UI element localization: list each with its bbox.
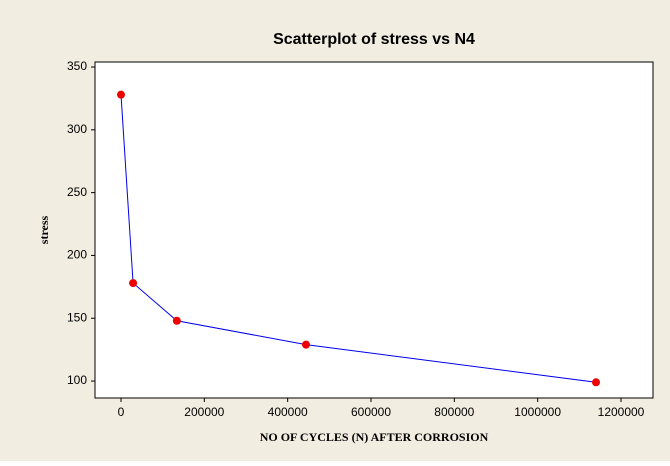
x-tick-label: 1000000: [514, 405, 561, 419]
point: [129, 279, 138, 288]
point: [172, 316, 181, 325]
chart-title: Scatterplot of stress vs N4: [273, 31, 475, 48]
y-tick-label: 300: [67, 122, 87, 136]
x-tick-label: 600000: [351, 405, 391, 419]
y-tick-label: 250: [67, 185, 87, 199]
y-tick-label: 350: [67, 59, 87, 73]
point: [117, 90, 125, 99]
x-tick-label: 400000: [268, 405, 308, 419]
y-tick-label: 100: [67, 373, 87, 387]
x-tick-label: 0: [118, 405, 125, 419]
x-tick-label: 800000: [434, 405, 474, 419]
x-axis-label: NO OF CYCLES (N) AFTER CORROSION: [260, 430, 489, 444]
plot-area: [94, 61, 654, 399]
point: [302, 340, 310, 349]
y-axis-label: stress: [37, 215, 51, 244]
x-tick-label: 1200000: [598, 405, 645, 419]
point: [592, 378, 600, 387]
y-tick-label: 200: [67, 248, 87, 262]
y-tick-label: 150: [67, 310, 87, 324]
x-tick-label: 200000: [184, 405, 224, 419]
